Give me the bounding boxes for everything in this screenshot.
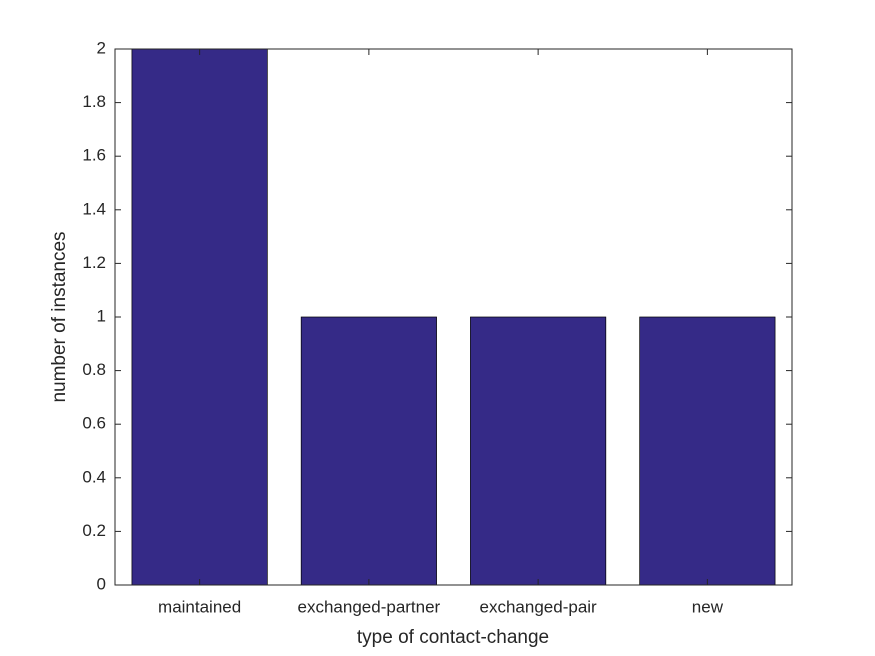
bar [131,48,268,586]
x-tick-label: exchanged-pair [480,597,598,616]
y-tick-label: 1 [97,306,106,325]
y-tick-label: 0 [97,574,106,593]
y-tick-label: 1.2 [82,253,106,272]
bar [300,316,437,586]
bar [470,316,607,586]
y-tick-label: 0.2 [82,521,106,540]
y-tick-label: 0.8 [82,360,106,379]
x-axis-label: type of contact-change [357,627,549,648]
y-tick-label: 0.6 [82,414,106,433]
y-tick-label: 1.8 [82,92,106,111]
x-tick-label: maintained [158,597,241,616]
y-tick-label: 1.6 [82,146,106,165]
y-tick-label: 2 [97,38,106,57]
y-tick-label: 0.4 [82,467,106,486]
bar [639,316,776,586]
x-tick-label: new [692,597,724,616]
y-axis-label: number of instances [49,231,70,402]
y-tick-label: 1.4 [82,199,106,218]
x-tick-label: exchanged-partner [298,597,441,616]
